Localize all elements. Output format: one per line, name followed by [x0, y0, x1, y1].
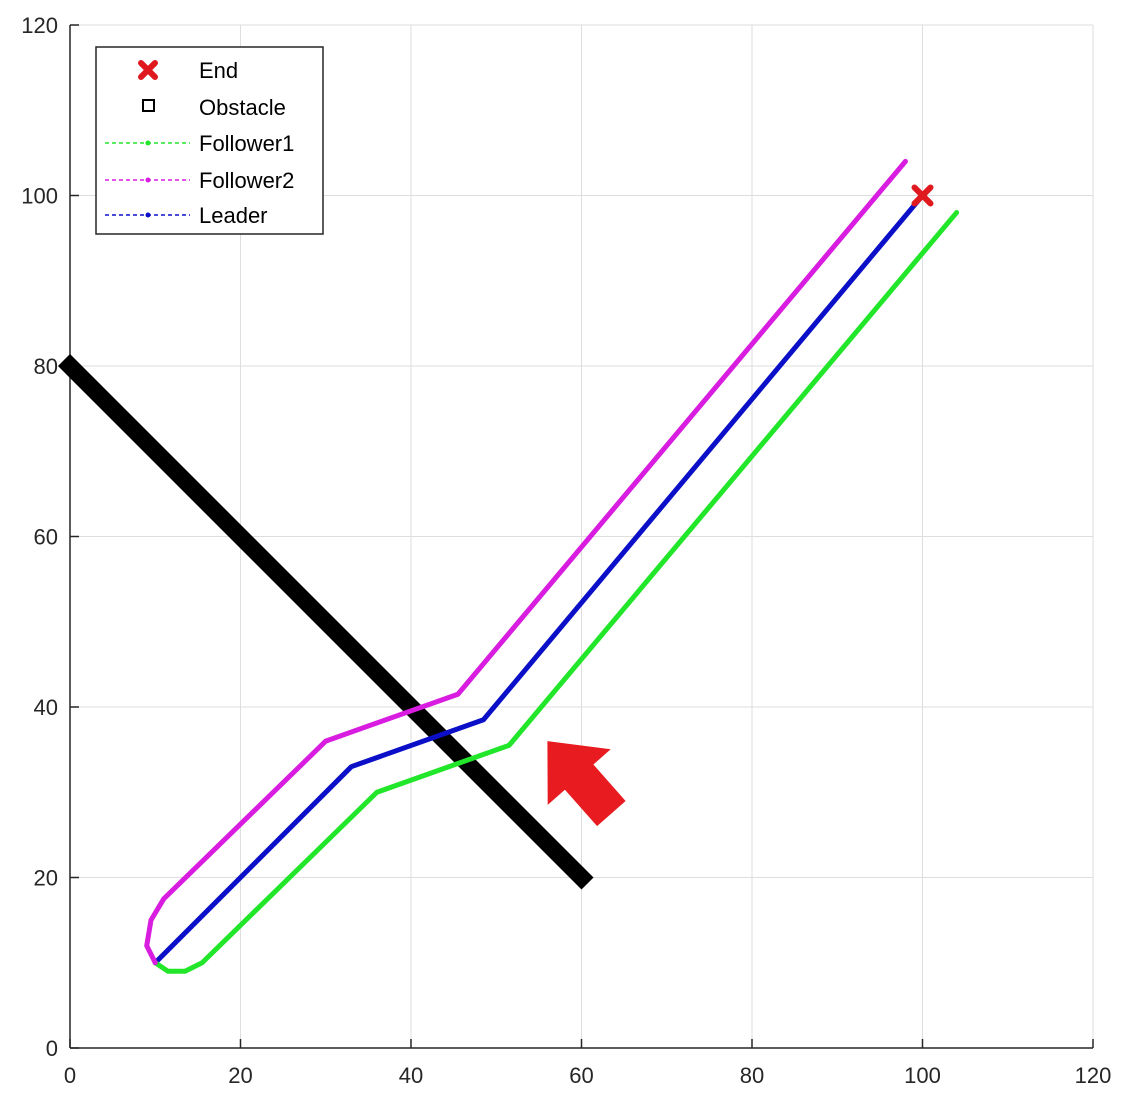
- legend-label-obstacle: Obstacle: [199, 95, 286, 120]
- y-tick-label: 20: [34, 866, 58, 891]
- legend-box: [95, 46, 324, 235]
- end-point-x-marker: [911, 184, 934, 207]
- legend-follower2-dot: [145, 177, 151, 183]
- legend-label-end: End: [199, 58, 238, 83]
- legend-item-obstacle: Obstacle: [142, 95, 286, 120]
- legend-label-leader: Leader: [199, 203, 268, 228]
- legend-leader-dot: [145, 212, 151, 218]
- y-tick-label: 80: [34, 354, 58, 379]
- series-line-leader: [152, 193, 925, 966]
- y-tick-label: 120: [21, 13, 58, 38]
- y-tick-label: 0: [46, 1036, 58, 1061]
- series-layer: [144, 158, 960, 974]
- y-tick-label: 40: [34, 695, 58, 720]
- legend-end-x-marker: [138, 60, 158, 80]
- y-tick-label: 100: [21, 184, 58, 209]
- series-line-follower2: [144, 158, 908, 966]
- x-tick-label: 120: [1075, 1063, 1112, 1088]
- axes: [69, 24, 1094, 1049]
- series-line-follower1: [152, 210, 960, 974]
- x-tick-label: 80: [740, 1063, 764, 1088]
- x-tick-label: 100: [904, 1063, 941, 1088]
- legend: End Obstacle Follower1 Follower2 Leader: [95, 46, 324, 235]
- obstacle-line: [57, 353, 594, 890]
- y-tick-label: 60: [34, 525, 58, 550]
- x-tick-label: 60: [569, 1063, 593, 1088]
- x-tick-label: 20: [228, 1063, 252, 1088]
- end-marker-layer: [911, 184, 934, 207]
- legend-label-follower2: Follower2: [199, 168, 294, 193]
- legend-label-follower1: Follower1: [199, 131, 294, 156]
- x-tick-label: 0: [64, 1063, 76, 1088]
- annotation-arrow-layer: [547, 741, 626, 827]
- legend-item-follower2: Follower2: [105, 168, 294, 193]
- legend-follower1-dot: [145, 140, 151, 146]
- legend-item-end: End: [138, 58, 238, 83]
- legend-item-follower1: Follower1: [105, 131, 294, 156]
- tick-labels: 0 20 40 60 80 100 120 0 20 40 60 80 100 120: [21, 13, 1111, 1088]
- obstacle-layer: [57, 353, 594, 890]
- legend-obstacle-square-marker: [142, 99, 155, 112]
- end-marker-stroke: [911, 184, 934, 207]
- x-tick-label: 40: [399, 1063, 423, 1088]
- legend-item-leader: Leader: [105, 203, 268, 228]
- annotation-arrow: [547, 741, 626, 827]
